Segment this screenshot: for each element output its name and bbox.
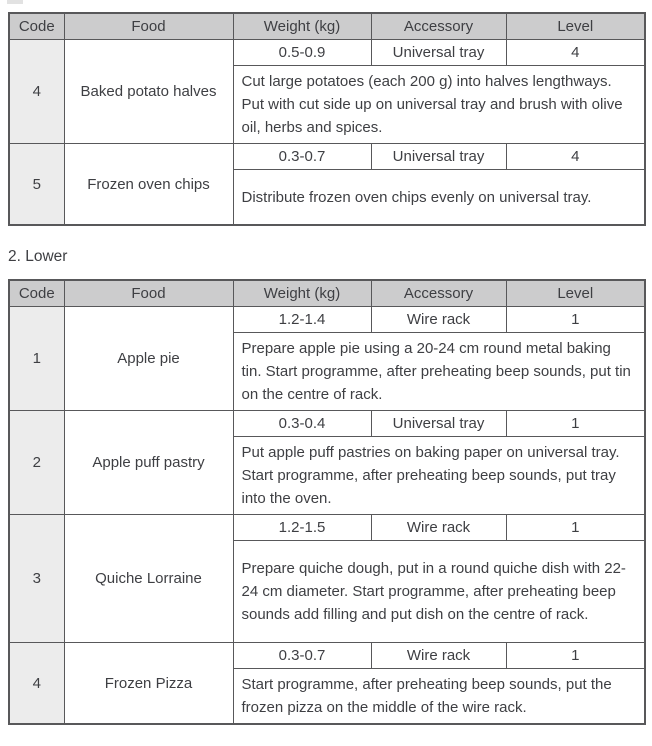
food-cell: Apple pie — [63, 306, 234, 411]
header-code: Code — [8, 279, 65, 307]
weight-cell: 0.3-0.4 — [232, 410, 372, 437]
header-accessory: Accessory — [370, 12, 507, 40]
table-row-description: Prepare quiche dough, put in a round qui… — [9, 540, 646, 643]
header-accessory: Accessory — [370, 279, 507, 307]
header-weight: Weight (kg) — [232, 279, 372, 307]
description-cell: Put apple puff pastries on baking paper … — [232, 436, 646, 515]
table-row: 3 Quiche Lorraine 1.2-1.5 Wire rack 1 — [8, 514, 646, 643]
table-row: 4 Baked potato halves 0.5-0.9 Universal … — [8, 39, 646, 144]
table-row-description: Put apple puff pastries on baking paper … — [9, 436, 646, 515]
level-cell: 4 — [505, 39, 646, 66]
level-cell: 4 — [505, 143, 646, 170]
table-row: 1 Apple pie 1.2-1.4 Wire rack 1 — [8, 306, 646, 411]
food-cell: Apple puff pastry — [63, 410, 234, 515]
weight-cell: 0.5-0.9 — [232, 39, 372, 66]
description-cell: Distribute frozen oven chips evenly on u… — [232, 169, 646, 226]
table-row: 4 Frozen Pizza 0.3-0.7 Wire rack 1 — [8, 642, 646, 725]
accessory-cell: Universal tray — [370, 143, 507, 170]
accessory-cell: Universal tray — [370, 410, 507, 437]
description-cell: Start programme, after preheating beep s… — [232, 668, 646, 725]
upper-cooking-table: Code Food Weight (kg) Accessory Level 4 … — [8, 12, 646, 226]
code-cell: 3 — [8, 514, 65, 643]
level-cell: 1 — [505, 306, 646, 333]
accessory-cell: Wire rack — [370, 514, 507, 541]
level-cell: 1 — [505, 642, 646, 669]
code-cell: 5 — [8, 143, 65, 226]
header-row: Code Food Weight (kg) Accessory Level — [8, 12, 646, 40]
code-cell: 4 — [8, 39, 65, 144]
code-cell: 2 — [8, 410, 65, 515]
header-level: Level — [505, 12, 646, 40]
description-cell: Prepare quiche dough, put in a round qui… — [232, 540, 646, 643]
weight-cell: 1.2-1.4 — [232, 306, 372, 333]
food-cell: Baked potato halves — [63, 39, 234, 144]
weight-cell: 0.3-0.7 — [232, 642, 372, 669]
header-level: Level — [505, 279, 646, 307]
section-heading-lower: 2. Lower — [8, 248, 68, 265]
page-content: Code Food Weight (kg) Accessory Level 4 … — [8, 12, 646, 725]
level-cell: 1 — [505, 514, 646, 541]
header-food: Food — [63, 12, 234, 40]
weight-cell: 1.2-1.5 — [232, 514, 372, 541]
accessory-cell: Universal tray — [370, 39, 507, 66]
cropped-table-fragment — [7, 0, 23, 4]
food-cell: Frozen Pizza — [63, 642, 234, 725]
description-cell: Prepare apple pie using a 20-24 cm round… — [232, 332, 646, 411]
table-row-description: Distribute frozen oven chips evenly on u… — [9, 169, 646, 226]
weight-cell: 0.3-0.7 — [232, 143, 372, 170]
lower-cooking-table: Code Food Weight (kg) Accessory Level 1 … — [8, 279, 646, 725]
header-food: Food — [63, 279, 234, 307]
description-cell: Cut large potatoes (each 200 g) into hal… — [232, 65, 646, 144]
accessory-cell: Wire rack — [370, 306, 507, 333]
table-row-description: Start programme, after preheating beep s… — [9, 668, 646, 725]
food-cell: Quiche Lorraine — [63, 514, 234, 643]
header-row: Code Food Weight (kg) Accessory Level — [8, 279, 646, 307]
food-cell: Frozen oven chips — [63, 143, 234, 226]
header-code: Code — [8, 12, 65, 40]
table-row: 2 Apple puff pastry 0.3-0.4 Universal tr… — [8, 410, 646, 515]
table-row-description: Cut large potatoes (each 200 g) into hal… — [9, 65, 646, 144]
accessory-cell: Wire rack — [370, 642, 507, 669]
code-cell: 1 — [8, 306, 65, 411]
code-cell: 4 — [8, 642, 65, 725]
table-row: 5 Frozen oven chips 0.3-0.7 Universal tr… — [8, 143, 646, 226]
table-row-description: Prepare apple pie using a 20-24 cm round… — [9, 332, 646, 411]
header-weight: Weight (kg) — [232, 12, 372, 40]
level-cell: 1 — [505, 410, 646, 437]
